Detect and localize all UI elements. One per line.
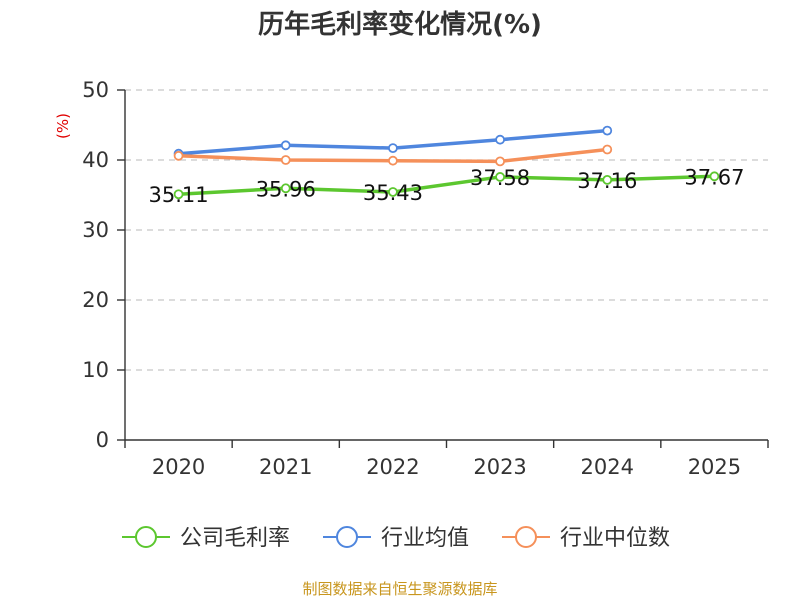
legend-label: 行业中位数 — [560, 526, 670, 551]
y-tick-label: 40 — [82, 148, 109, 172]
data-label-layer: 35.11 35.96 35.43 37.58 37.16 37.67 — [149, 165, 745, 207]
x-tick-label: 2024 — [581, 455, 634, 479]
legend-item[interactable]: 行业均值 — [323, 526, 469, 551]
x-tick-label: 2022 — [366, 455, 419, 479]
data-label: 35.96 — [256, 177, 316, 201]
legend-item[interactable]: 行业中位数 — [502, 526, 670, 551]
data-point[interactable] — [388, 155, 398, 166]
legend[interactable]: 公司毛利率 行业均值 行业中位数 — [122, 526, 670, 551]
legend-marker — [515, 526, 537, 548]
data-label: 37.16 — [577, 169, 637, 193]
data-point[interactable] — [602, 125, 613, 136]
y-tick-label: 30 — [82, 218, 109, 242]
series-3 — [173, 144, 613, 167]
x-tick-label: 2020 — [152, 455, 205, 479]
data-label: 37.58 — [470, 166, 530, 190]
data-label: 35.11 — [149, 183, 209, 207]
data-label: 35.43 — [363, 181, 423, 205]
series-2 — [173, 125, 613, 159]
data-point[interactable] — [495, 134, 505, 145]
y-tick-label: 0 — [96, 428, 109, 452]
data-point[interactable] — [280, 183, 291, 194]
y-tick-label: 20 — [82, 288, 109, 312]
data-point[interactable] — [280, 155, 291, 165]
data-point[interactable] — [495, 172, 505, 182]
data-point[interactable] — [388, 187, 398, 197]
legend-marker — [135, 526, 157, 548]
data-point[interactable] — [280, 140, 291, 151]
series-line — [176, 174, 717, 196]
data-point[interactable] — [388, 143, 398, 154]
series-1 — [173, 171, 720, 200]
legend-label: 行业均值 — [381, 526, 469, 551]
axis-layer: 0 10 20 30 40 50 2020 2021 2022 2023 2024 2025 — [82, 78, 769, 479]
data-point[interactable] — [709, 171, 720, 182]
chart-title: 历年毛利率变化情况(%) — [258, 9, 542, 40]
y-tick-label: 50 — [82, 78, 109, 102]
data-point[interactable] — [602, 144, 613, 155]
x-tick-label: 2023 — [473, 455, 526, 479]
source-note: 制图数据来自恒生聚源数据库 — [302, 580, 497, 598]
legend-item[interactable]: 公司毛利率 — [122, 526, 290, 551]
y-tick-label: 10 — [82, 358, 109, 382]
x-tick-label: 2021 — [259, 455, 312, 479]
data-point[interactable] — [602, 174, 613, 185]
legend-marker — [336, 526, 358, 548]
grid-layer — [125, 89, 768, 371]
data-point[interactable] — [173, 189, 184, 200]
x-tick-label: 2025 — [688, 455, 741, 479]
data-point[interactable] — [173, 150, 184, 161]
data-label: 37.67 — [684, 165, 744, 189]
y-axis-unit-label: (%) — [54, 113, 72, 139]
data-point[interactable] — [495, 156, 505, 167]
legend-label: 公司毛利率 — [180, 526, 290, 551]
series-layer — [173, 125, 720, 200]
